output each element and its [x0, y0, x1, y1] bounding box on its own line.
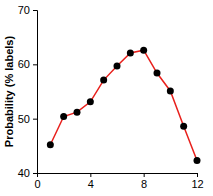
marker	[154, 70, 161, 77]
marker	[180, 123, 187, 130]
tick-label: 60	[18, 58, 30, 70]
tick-mark	[33, 119, 37, 120]
marker	[194, 157, 201, 164]
tick-mark	[144, 173, 145, 177]
tick: 60	[18, 58, 37, 70]
tick-label: 0	[34, 178, 40, 190]
marker	[167, 87, 174, 94]
y-axis-title: Probability (% labels)	[3, 36, 15, 148]
tick: 0	[34, 173, 40, 190]
tick-label: 40	[18, 167, 30, 179]
marker	[114, 62, 121, 69]
marker	[100, 77, 107, 84]
y-axis: 40 50 60 70	[18, 4, 38, 179]
tick-label: 12	[191, 178, 203, 190]
x-axis: 0 4 8 12	[34, 173, 203, 190]
tick-mark	[33, 173, 37, 174]
series-group	[47, 47, 201, 164]
chart: 0 4 8 12 40 50 60 70 Probability (% labels)	[0, 0, 213, 196]
marker	[140, 47, 147, 54]
marker	[127, 49, 134, 56]
axis-line	[33, 11, 38, 174]
tick-mark	[197, 173, 198, 177]
marker	[60, 113, 67, 120]
line	[50, 50, 197, 160]
plot: 0 4 8 12 40 50 60 70	[18, 4, 204, 190]
tick-label: 70	[18, 4, 30, 16]
marker	[87, 98, 94, 105]
axis-line	[38, 174, 198, 178]
tick-mark	[90, 173, 91, 177]
tick: 40	[18, 167, 37, 179]
marker	[74, 109, 81, 116]
tick: 8	[141, 173, 147, 190]
tick-mark	[33, 10, 37, 11]
tick-label: 8	[141, 178, 147, 190]
tick-label: 50	[18, 113, 30, 125]
tick: 70	[18, 4, 37, 16]
marker	[47, 141, 54, 148]
tick: 4	[88, 173, 94, 190]
tick: 50	[18, 113, 37, 125]
tick: 12	[191, 173, 203, 190]
tick-label: 4	[88, 178, 94, 190]
tick-mark	[33, 64, 37, 65]
